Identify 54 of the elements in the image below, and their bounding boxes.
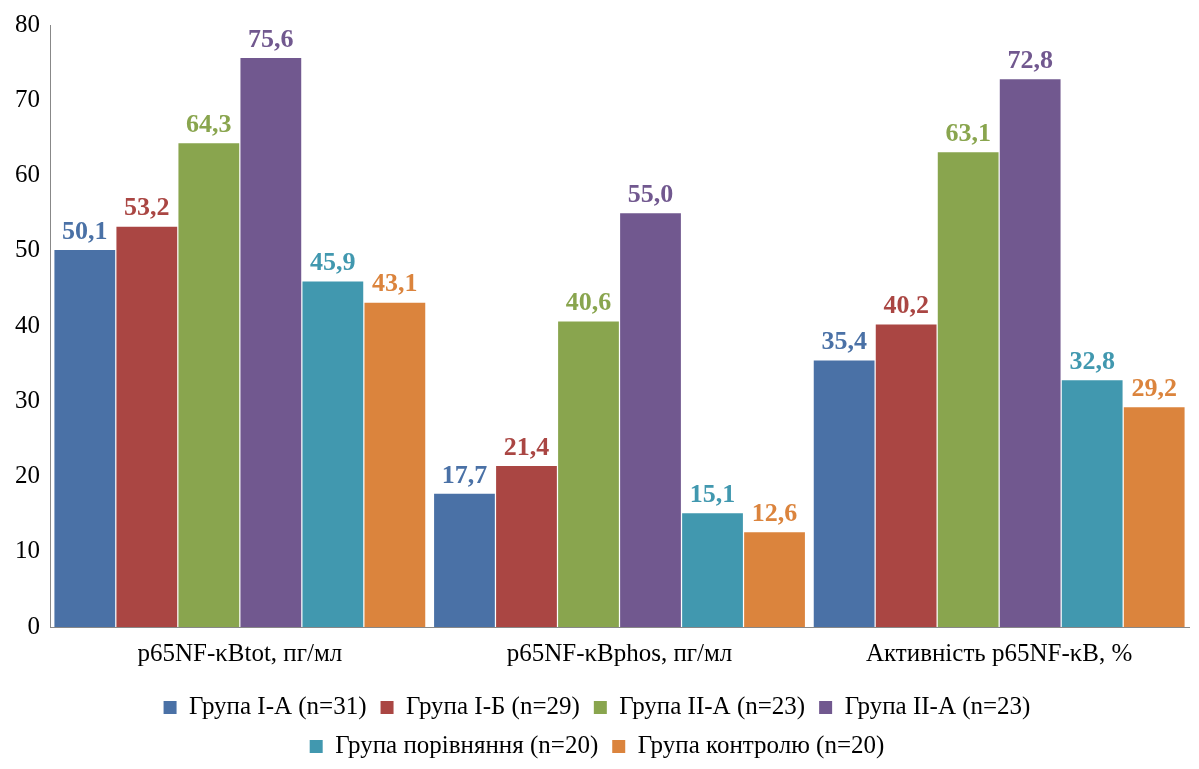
bar [1123,407,1185,627]
legend-label: Група I-Б (n=29) [406,692,580,721]
bar [744,532,805,627]
bar [240,58,302,627]
bar [302,281,364,627]
legend-label: Група контролю (n=20) [637,731,885,760]
data-label: 12,6 [751,497,798,527]
data-label: 29,2 [1131,372,1177,402]
bar [682,513,743,627]
bar [558,321,619,627]
data-label: 43,1 [372,268,418,298]
data-label: 40,6 [565,287,612,317]
data-label: 17,7 [441,459,488,489]
bar [496,465,557,627]
legend-label: Група II-А (n=23) [844,692,1031,721]
x-tick-label: Активність p65NF-κB, % [865,638,1133,666]
data-label: 75,6 [248,23,294,53]
legend-label: Група порівняння (n=20) [335,731,599,760]
bar [116,226,178,627]
data-label: 40,2 [883,290,929,320]
legend-label: Група I-А (n=31) [189,692,367,721]
y-tick-label: 0 [27,611,40,639]
bar [813,360,875,627]
y-tick-label: 60 [15,160,40,188]
data-label: 72,8 [1007,44,1053,74]
data-label: 63,1 [945,117,991,147]
y-tick-label: 70 [15,84,40,112]
data-label: 15,1 [689,479,736,509]
y-tick-label: 40 [15,310,40,338]
x-tick-label: p65NF-κBphos, пг/мл [506,638,733,666]
data-label: 35,4 [821,326,867,356]
bar [620,213,681,627]
data-label: 55,0 [627,178,674,208]
bar [178,143,240,627]
data-label: 45,9 [310,247,356,277]
x-tick-label: p65NF-κBtot, пг/мл [137,638,343,666]
bar [937,152,999,627]
data-label: 32,8 [1069,345,1115,375]
bar [999,79,1061,627]
data-label: 53,2 [124,192,170,222]
data-label: 21,4 [503,431,550,461]
bar [1061,380,1123,627]
bar [434,493,495,627]
data-label: 64,3 [186,108,232,138]
y-tick-label: 20 [15,461,40,489]
legend-label: Група II-А (n=23) [619,692,806,721]
y-tick-label: 80 [15,9,40,37]
bar [54,250,116,627]
y-tick-label: 10 [15,536,40,564]
y-tick-label: 30 [15,385,40,413]
bar [364,302,426,627]
data-label: 50,1 [62,215,108,245]
bar [875,324,937,627]
y-tick-label: 50 [15,235,40,263]
